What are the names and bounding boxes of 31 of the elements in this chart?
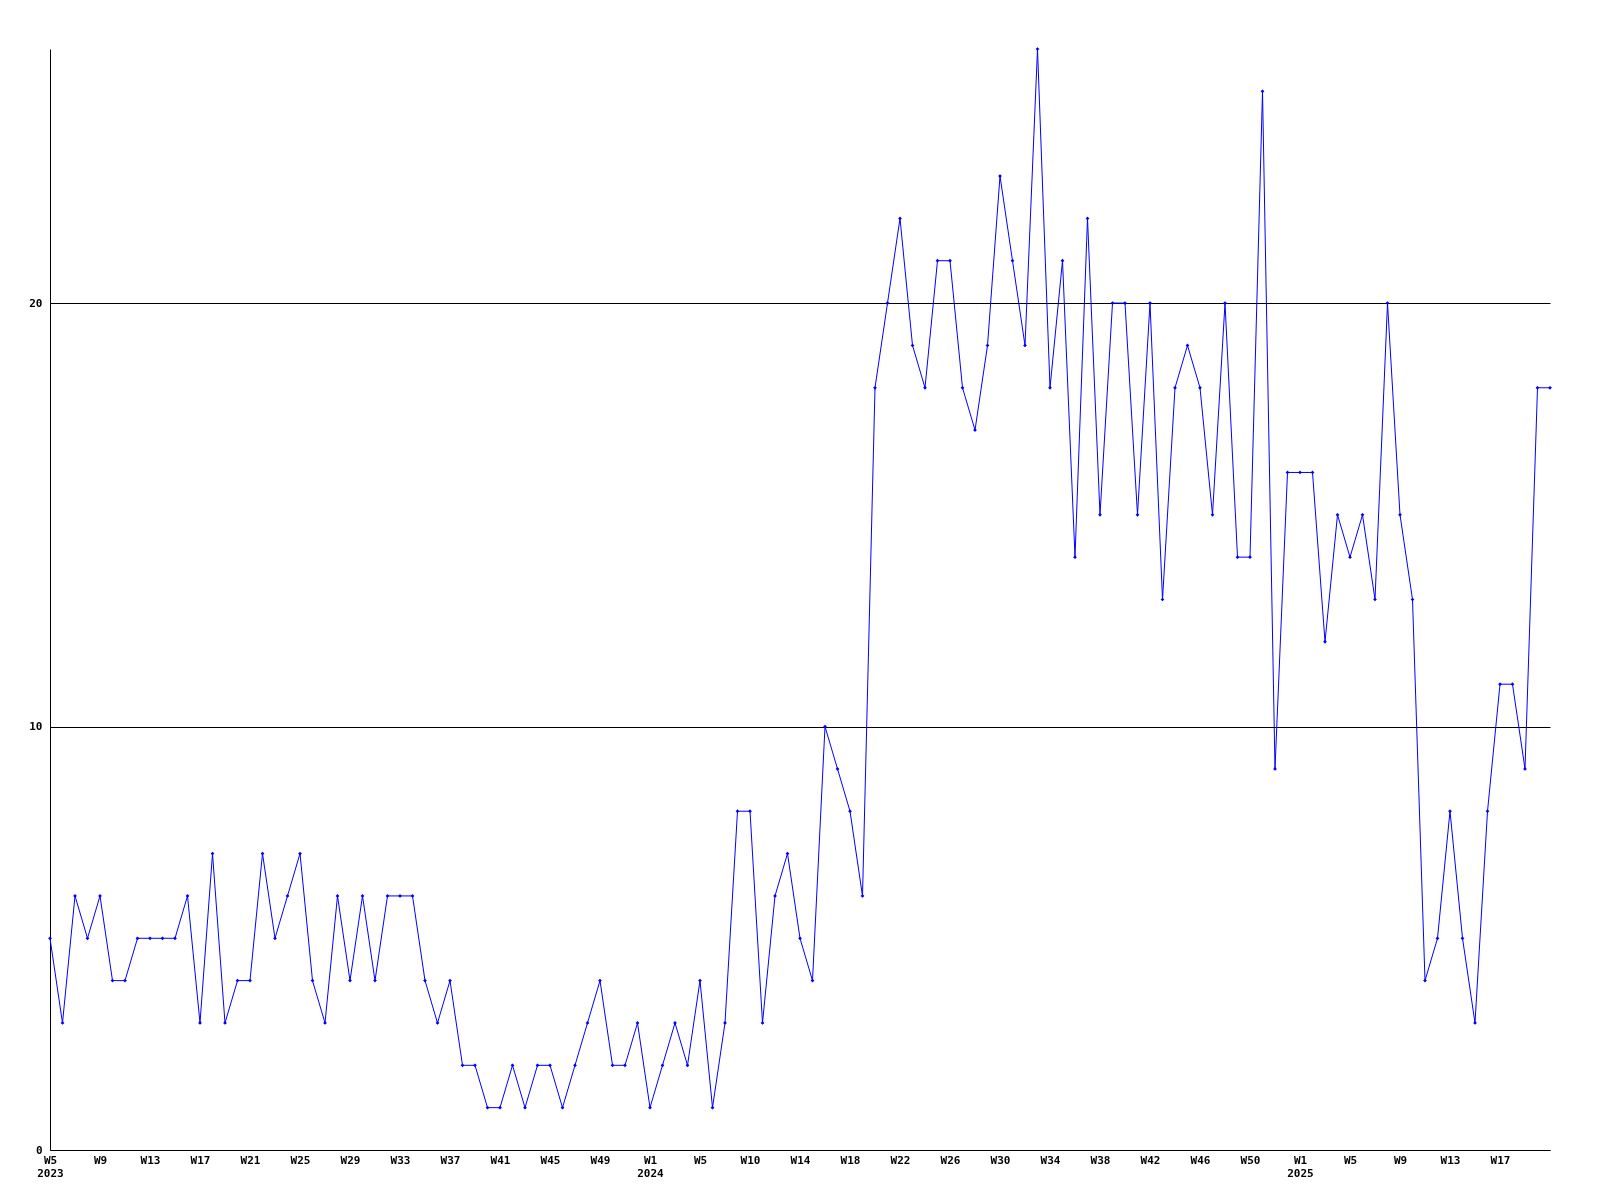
x-tick-label: W34 — [1040, 1153, 1061, 1167]
x-tick-label: W5 — [693, 1153, 708, 1167]
x-tick-label: W41 — [490, 1153, 511, 1167]
x-tick-label: W5 — [1343, 1153, 1358, 1167]
x-tick-label: W46 — [1190, 1153, 1211, 1167]
x-tick-label: W22 — [890, 1153, 911, 1167]
x-tick-label: W38 — [1090, 1153, 1111, 1167]
x-tick-label: W10 — [740, 1153, 761, 1167]
x-tick-label: W9 — [1393, 1153, 1408, 1167]
x-tick-label: W17 — [190, 1153, 211, 1167]
x-tick-label: W49 — [590, 1153, 611, 1167]
x-tick-label: W13 — [140, 1153, 161, 1167]
x-tick-label: W37 — [440, 1153, 461, 1167]
x-tick-label: W29 — [340, 1153, 361, 1167]
x-tick-label: W1 2024 — [637, 1153, 665, 1180]
x-tick-label: W42 — [1140, 1153, 1161, 1167]
x-tick-label: W45 — [540, 1153, 561, 1167]
x-tick-label: W21 — [240, 1153, 261, 1167]
x-tick-label: W26 — [940, 1153, 961, 1167]
x-tick-label: W25 — [290, 1153, 311, 1167]
x-tick-label: W33 — [390, 1153, 411, 1167]
x-tick-label: W30 — [990, 1153, 1011, 1167]
y-tick-label: 10 — [29, 720, 43, 734]
x-tick-label: W1 2025 — [1287, 1153, 1314, 1180]
x-tick-label: W17 — [1490, 1153, 1511, 1167]
x-tick-label: W50 — [1240, 1153, 1261, 1167]
x-tick-label: W9 — [93, 1153, 108, 1167]
y-tick-label: 20 — [29, 296, 43, 310]
x-tick-label: W14 — [790, 1153, 811, 1167]
x-tick-label: W18 — [840, 1153, 861, 1167]
x-tick-label: W13 — [1440, 1153, 1461, 1167]
